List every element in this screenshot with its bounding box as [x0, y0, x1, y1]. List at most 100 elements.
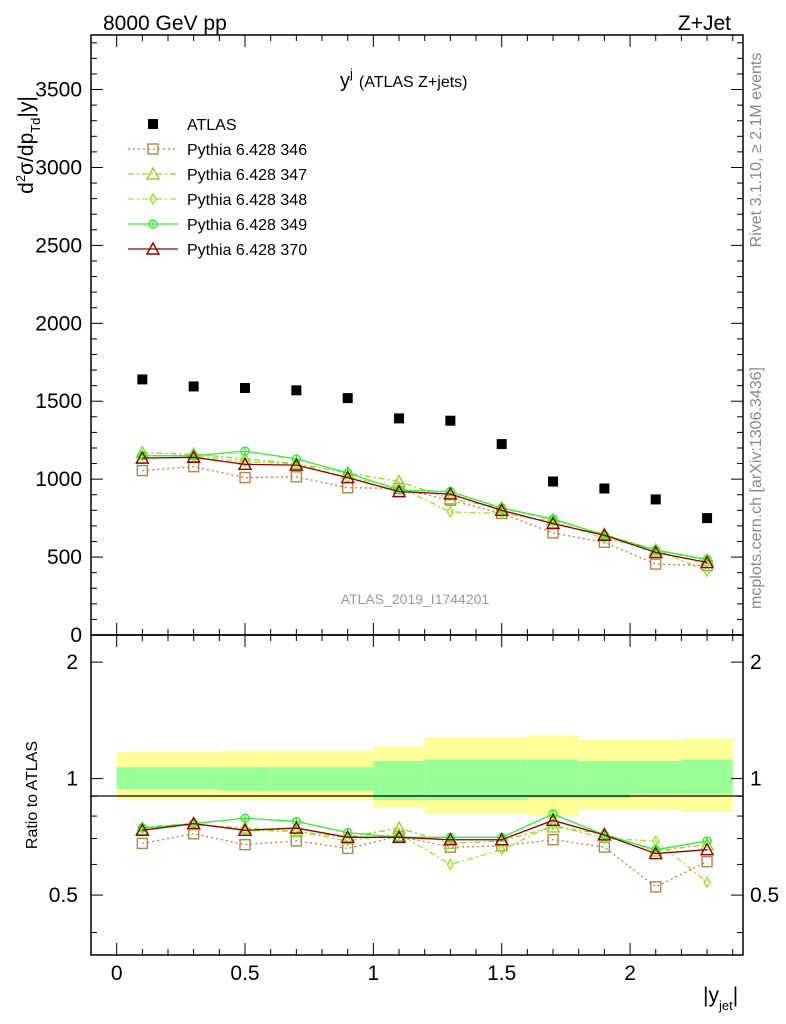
ratio-band-inner [116, 767, 169, 789]
ratio-series-point [648, 846, 663, 860]
ratio-series-point [648, 843, 663, 857]
atlas-data-point [342, 393, 353, 404]
ratio-y-tick-label-right: 2 [750, 651, 762, 674]
atlas-data-point [291, 385, 302, 396]
legend-marker [149, 192, 157, 206]
main-series-point [290, 471, 303, 483]
atlas-data-point [188, 381, 199, 392]
legend-marker [148, 219, 158, 229]
main-series-line [142, 450, 708, 561]
ratio-series-line [142, 833, 708, 888]
main-y-tick-label: 1500 [35, 390, 82, 413]
ratio-series-line [142, 822, 708, 883]
ratio-band-inner [681, 759, 733, 795]
ratio-series-line [142, 824, 708, 852]
main-y-tick-label: 0 [70, 624, 82, 647]
main-series-point [648, 544, 663, 559]
ratio-series-point [650, 881, 662, 893]
ratio-series-point [135, 822, 150, 837]
ratio-uncertainty-bands [116, 735, 733, 817]
legend-label: Pythia 6.428 347 [187, 167, 307, 184]
ratio-band-inner [527, 759, 579, 799]
rivet-version-label: Rivet 3.1.10, ≥ 2.1M events [748, 53, 765, 248]
atlas-data-point [394, 413, 405, 424]
main-series-point [391, 484, 407, 498]
main-series-point [703, 564, 711, 578]
atlas-data-point [548, 476, 559, 487]
ratio-axis-ticks: 0.5 0.5 1 1 2 2 [49, 635, 779, 955]
ylabel-sup: 2 [13, 175, 28, 182]
main-series-point [600, 532, 609, 545]
atlas-data-point [137, 374, 148, 385]
main-panel: 0 500 1000 1500 2000 2500 3000 3500 [35, 34, 744, 647]
legend-marker-atlas [148, 119, 158, 129]
ratio-series-point [494, 832, 509, 846]
ratio-band-inner [270, 767, 323, 791]
ratio-series-point [597, 827, 612, 841]
analysis-label: ATLAS_2019_I1744201 [341, 591, 490, 607]
ratio-series-point [237, 822, 253, 837]
ratio-y-tick-label: 0.5 [49, 884, 78, 907]
ratio-series-point [446, 858, 455, 871]
plot-title: yj (ATLAS Z+jets) [340, 66, 468, 92]
ratio-series-point [497, 843, 506, 857]
atlas-data-point [496, 439, 507, 450]
ratio-band-inner [630, 761, 682, 795]
main-series-point [340, 470, 355, 484]
main-y-tick-label: 500 [47, 546, 82, 569]
main-series-point [136, 464, 149, 477]
legend-label: Pythia 6.428 348 [187, 192, 307, 209]
x-axis-label: |yjet| [703, 984, 738, 1013]
legend-label: Pythia 6.428 349 [187, 217, 307, 234]
xlabel-sub: jet [718, 998, 733, 1013]
main-y-tick-label: 3000 [35, 156, 82, 179]
x-tick-label: 0 [111, 962, 123, 985]
ratio-series-point [292, 825, 301, 838]
ratio-series-point [703, 875, 711, 889]
ratio-series-point [545, 812, 561, 827]
ratio-series-line [142, 819, 708, 855]
main-series-point [650, 558, 662, 570]
ratio-y-tick-label-right: 0.5 [750, 884, 779, 907]
legend-marker [147, 143, 159, 155]
ratio-band-inner [219, 767, 271, 791]
main-series-line [142, 466, 708, 567]
x-tick-label: 0.5 [230, 962, 259, 985]
atlas-data-point [240, 382, 251, 393]
x-tick-label: 2 [624, 962, 636, 985]
process-label: Z+Jet [678, 12, 731, 35]
ratio-series-point [699, 842, 715, 856]
ratio-y-tick-label: 2 [66, 651, 78, 674]
ratio-series-point [701, 855, 713, 868]
atlas-data-point [650, 494, 661, 505]
ratio-band-inner [578, 761, 631, 799]
main-series-point [135, 450, 150, 464]
main-series-point [597, 527, 612, 541]
main-series-point [138, 449, 147, 463]
plot-title-text: (ATLAS Z+jets) [359, 74, 468, 91]
ratio-y-axis-label: Ratio to ATLAS [24, 741, 41, 849]
legend-label-atlas: ATLAS [187, 117, 237, 134]
main-series-layer [135, 445, 715, 578]
x-tick-label: 1 [368, 962, 380, 985]
ratio-band-inner [168, 767, 220, 789]
main-axis-ticks: 0 500 1000 1500 2000 2500 3000 3500 [35, 35, 743, 647]
main-series-point [547, 527, 559, 539]
ratio-y-tick-label-right: 1 [750, 768, 762, 791]
atlas-data-layer [137, 374, 713, 524]
main-series-point [239, 471, 251, 484]
ratio-series-point [340, 829, 355, 844]
main-series-point [241, 455, 249, 469]
main-y-tick-label: 2000 [35, 312, 82, 335]
plot-title-variable: y [340, 70, 350, 92]
main-series-point [289, 457, 304, 471]
ratio-band-inner [476, 759, 528, 801]
ylabel-absy: |y| [15, 96, 38, 117]
ratio-series-line [142, 813, 708, 851]
main-series-point [446, 505, 455, 519]
ratio-series-point [136, 837, 149, 850]
main-series-point [443, 486, 458, 500]
legend-marker [145, 166, 161, 180]
xlabel-end: | [733, 984, 738, 1007]
atlas-data-point [445, 415, 456, 426]
